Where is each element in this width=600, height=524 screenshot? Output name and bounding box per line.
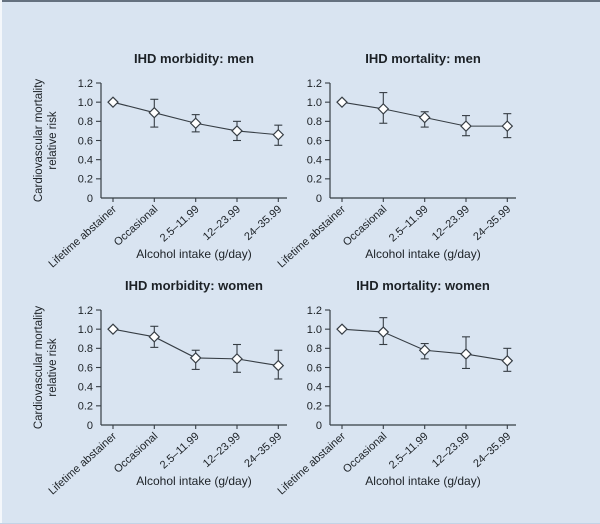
y-tick-label: 0.8 [307, 116, 322, 128]
data-point-diamond [148, 106, 161, 119]
data-point-diamond [336, 96, 348, 109]
chart-title: IHD morbidity: men [134, 51, 254, 66]
x-tick-label: Lifetime abstainer [46, 203, 119, 270]
data-point-diamond [377, 103, 390, 115]
x-tick-label: Lifetime abstainer [275, 430, 348, 497]
data-point-diamond [418, 111, 431, 124]
x-tick-label: 2.5–11.99 [387, 430, 431, 471]
data-point-diamond [501, 354, 514, 367]
x-tick-label: Lifetime abstainer [275, 203, 348, 270]
x-tick-label: Lifetime abstainer [46, 430, 119, 497]
y-axis-title-line: relative risk [47, 338, 59, 396]
x-axis-title: Alcohol intake (g/day) [136, 247, 251, 261]
y-axis-title-line: relative risk [47, 111, 59, 169]
y-tick-label: 0 [87, 193, 93, 205]
data-point-diamond [189, 352, 202, 364]
figure-left-border [0, 0, 2, 524]
x-axis-title: Alcohol intake (g/day) [365, 474, 480, 488]
data-point-diamond [501, 120, 514, 132]
y-tick-label: 0.2 [78, 174, 93, 186]
y-axis-title-line: Cardiovascular mortality [33, 306, 45, 430]
y-tick-label: 0.4 [307, 381, 322, 393]
x-tick-label: Occasional [341, 203, 389, 248]
x-tick-label: Occasional [112, 203, 160, 248]
x-axis-title: Alcohol intake (g/day) [136, 474, 251, 488]
chart-title: IHD mortality: men [365, 51, 481, 66]
y-tick-label: 0.6 [307, 135, 322, 147]
y-tick-label: 0 [316, 420, 322, 432]
y-tick-label: 1.0 [307, 324, 322, 336]
y-tick-label: 0.8 [78, 343, 93, 355]
y-tick-label: 1.2 [78, 305, 93, 317]
y-tick-label: 1.0 [307, 97, 322, 109]
x-tick-label: 24–35.99 [471, 203, 513, 243]
y-tick-label: 1.2 [307, 78, 322, 90]
y-tick-label: 0.2 [307, 174, 322, 186]
y-tick-label: 1.0 [78, 324, 93, 336]
data-point-diamond [107, 96, 119, 109]
x-tick-label: 12–23.99 [430, 430, 472, 470]
y-tick-label: 0.6 [78, 362, 93, 374]
data-point-diamond [272, 128, 285, 141]
y-axis-title-line: Cardiovascular mortality [33, 79, 45, 203]
data-point-diamond [336, 323, 348, 336]
y-tick-label: 1.0 [78, 97, 93, 109]
y-tick-label: 0 [87, 420, 93, 432]
chart-svg: IHD morbidity: men 0 0.2 0.4 0.6 0.8 1.0 1.2 Lif… [33, 51, 287, 270]
y-tick-label: 0.4 [78, 154, 93, 166]
data-point-diamond [460, 348, 472, 360]
data-point-diamond [189, 117, 202, 130]
x-tick-label: 24–35.99 [471, 430, 513, 470]
y-tick-label: 0.8 [78, 116, 93, 128]
x-tick-label: 2.5–11.99 [158, 203, 202, 244]
data-point-diamond [231, 353, 243, 365]
x-tick-label: Occasional [112, 430, 160, 475]
chart-title: IHD morbidity: women [125, 278, 263, 293]
y-tick-label: 1.2 [307, 305, 322, 317]
y-tick-label: 0.6 [307, 362, 322, 374]
data-point-diamond [377, 326, 390, 338]
chart-svg: IHD morbidity: women 0 0.2 0.4 0.6 0.8 1.0 1.2 L… [33, 278, 287, 497]
y-tick-label: 0.6 [78, 135, 93, 147]
x-tick-label: 12–23.99 [430, 203, 472, 243]
chart-title: IHD mortality: women [356, 278, 490, 293]
y-tick-label: 0.4 [307, 154, 322, 166]
y-tick-label: 0.2 [78, 401, 93, 413]
chart-ihd-mortality-men: IHD mortality: men 0 0.2 0.4 0.6 0.8 1.0 1.2 Lif… [259, 45, 529, 273]
chart-svg: IHD mortality: women 0 0.2 0.4 0.6 0.8 1.0 1.2 L… [275, 278, 516, 497]
x-tick-label: Occasional [341, 430, 389, 475]
data-point-diamond [272, 359, 285, 372]
data-point-diamond [107, 323, 119, 336]
chart-ihd-morbidity-women: IHD morbidity: women 0 0.2 0.4 0.6 0.8 1.0 1.2 L… [30, 272, 300, 500]
y-tick-label: 0 [316, 193, 322, 205]
x-tick-label: 2.5–11.99 [158, 430, 202, 471]
x-tick-label: 2.5–11.99 [387, 203, 431, 244]
figure-top-border [0, 0, 600, 2]
data-point-diamond [231, 125, 243, 137]
data-point-diamond [148, 330, 161, 343]
data-point-diamond [460, 120, 472, 132]
chart-ihd-morbidity-men: IHD morbidity: men 0 0.2 0.4 0.6 0.8 1.0 1.2 Lif… [30, 45, 300, 273]
y-tick-label: 1.2 [78, 78, 93, 90]
chart-svg: IHD mortality: men 0 0.2 0.4 0.6 0.8 1.0 1.2 Lif… [275, 51, 516, 270]
y-tick-label: 0.8 [307, 343, 322, 355]
data-point-diamond [418, 344, 431, 357]
y-tick-label: 0.2 [307, 401, 322, 413]
x-tick-label: 12–23.99 [201, 203, 243, 243]
x-axis-title: Alcohol intake (g/day) [365, 247, 480, 261]
y-tick-label: 0.4 [78, 381, 93, 393]
chart-ihd-mortality-women: IHD mortality: women 0 0.2 0.4 0.6 0.8 1.0 1.2 L… [259, 272, 529, 500]
x-tick-label: 12–23.99 [201, 430, 243, 470]
